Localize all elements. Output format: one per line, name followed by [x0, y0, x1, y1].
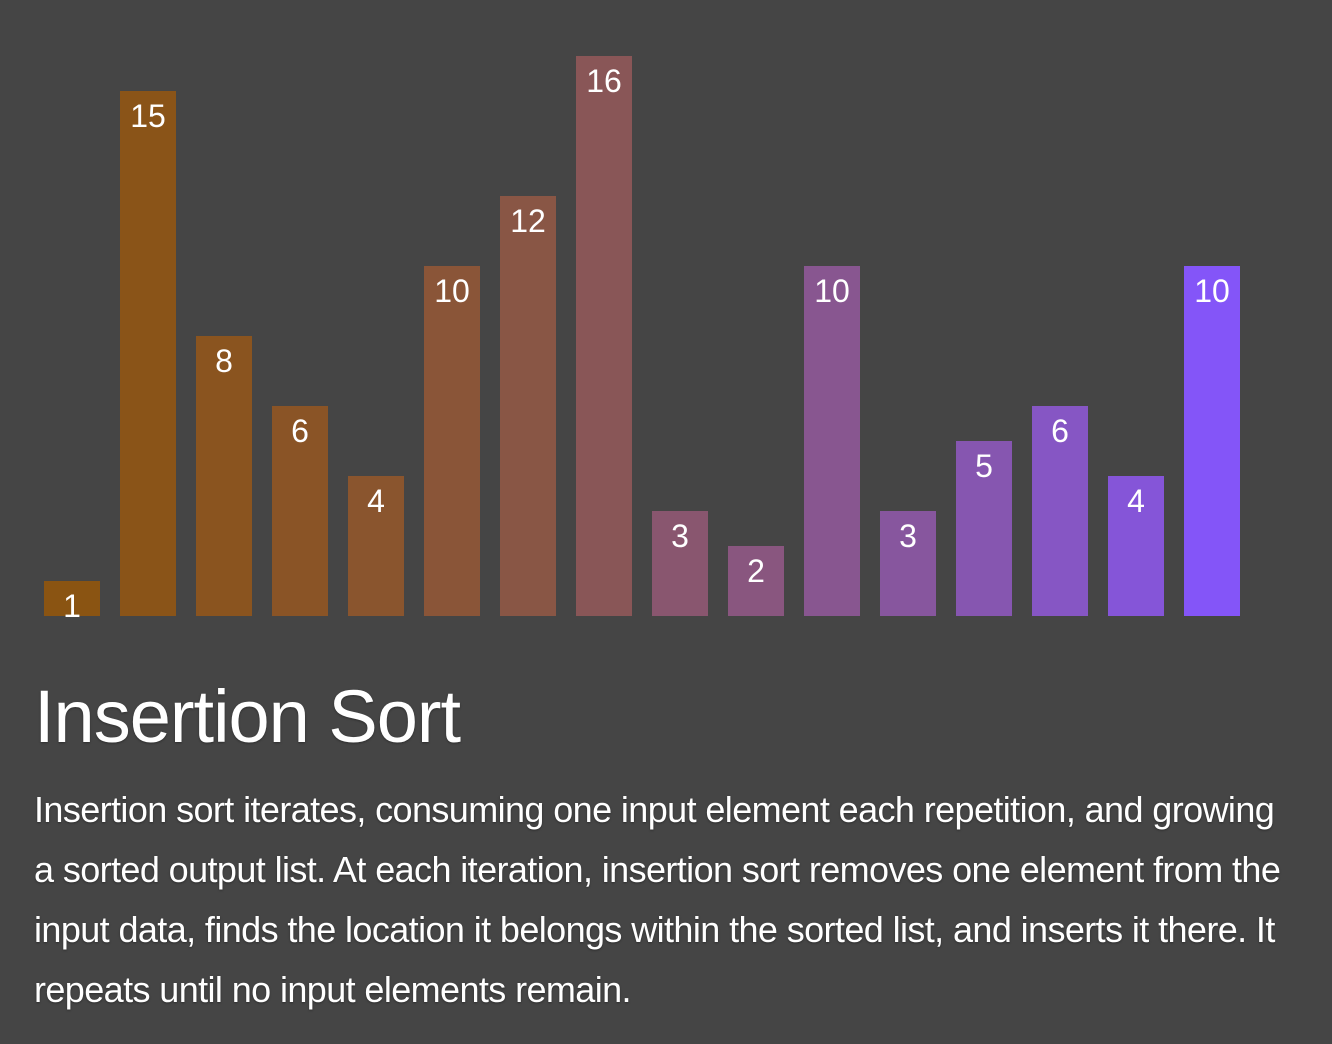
algorithm-description: Insertion sort iterates, consuming one i… — [34, 789, 1281, 1010]
bar-8 — [576, 56, 632, 616]
bar-chart: 1 15 8 6 4 10 12 16 3 2 10 3 5 6 4 10 — [44, 56, 1240, 624]
bar-7 — [500, 196, 556, 616]
bar-value-label-10: 2 — [747, 553, 765, 589]
bar-value-label-14: 6 — [1051, 413, 1069, 449]
bar-4 — [272, 406, 328, 616]
bar-value-label-9: 3 — [671, 518, 689, 554]
bar-value-label-12: 3 — [899, 518, 917, 554]
bar-12 — [880, 511, 936, 616]
bar-10 — [728, 546, 784, 616]
bar-value-label-16: 10 — [1194, 273, 1230, 309]
bar-value-label-1: 1 — [63, 588, 81, 624]
bar-14 — [1032, 406, 1088, 616]
bar-13 — [956, 441, 1012, 616]
bar-11 — [804, 266, 860, 616]
bar-value-label-2: 15 — [130, 98, 166, 134]
bar-15 — [1108, 476, 1164, 616]
bar-1 — [44, 581, 100, 616]
bar-value-label-5: 4 — [367, 483, 385, 519]
bar-value-label-4: 6 — [291, 413, 309, 449]
bar-5 — [348, 476, 404, 616]
bar-value-label-3: 8 — [215, 343, 233, 379]
bar-value-label-15: 4 — [1127, 483, 1145, 519]
bar-value-label-13: 5 — [975, 448, 993, 484]
bar-value-label-7: 12 — [510, 203, 546, 239]
bar-3 — [196, 336, 252, 616]
bar-value-label-6: 10 — [434, 273, 470, 309]
bar-value-label-11: 10 — [814, 273, 850, 309]
bar-6 — [424, 266, 480, 616]
bar-2 — [120, 91, 176, 616]
bar-value-label-8: 16 — [586, 63, 622, 99]
page-title: Insertion Sort — [34, 675, 461, 758]
bar-16 — [1184, 266, 1240, 616]
bar-9 — [652, 511, 708, 616]
